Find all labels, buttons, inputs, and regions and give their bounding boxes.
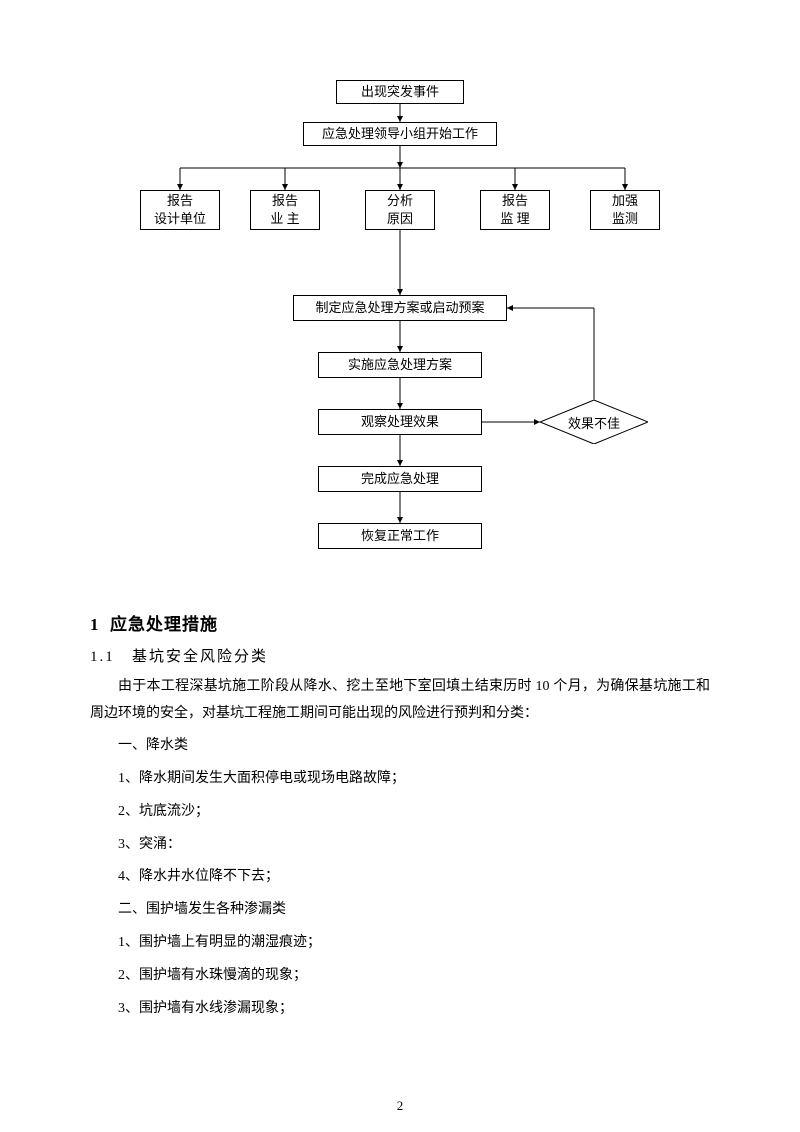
node-observe: 观察处理效果 — [318, 409, 482, 435]
node-report-owner: 报告业 主 — [250, 190, 320, 230]
node-resume: 恢复正常工作 — [318, 523, 482, 549]
intro-paragraph: 由于本工程深基坑施工阶段从降水、挖土至地下室回填土结束历时 10 个月，为确保基… — [90, 674, 710, 727]
node-report-design: 报告设计单位 — [140, 190, 220, 230]
node-analyze: 分析原因 — [365, 190, 435, 230]
node-implement: 实施应急处理方案 — [318, 352, 482, 378]
node-monitor: 加强监测 — [590, 190, 660, 230]
page-number: 2 — [0, 1098, 800, 1114]
item-j2: 2、围护墙有水珠慢滴的现象； — [90, 961, 710, 992]
category-1: 一、降水类 — [90, 731, 710, 762]
node-decision: 效果不佳 — [540, 400, 648, 444]
subsection-heading: 1.1 基坑安全风险分类 — [90, 645, 710, 666]
node-event: 出现突发事件 — [336, 80, 464, 104]
section-heading: 1 应急处理措施 — [90, 610, 710, 635]
item-4: 4、降水井水位降不下去； — [90, 862, 710, 893]
node-report-supervisor: 报告监 理 — [480, 190, 550, 230]
category-2: 二、围护墙发生各种渗漏类 — [90, 895, 710, 926]
node-complete: 完成应急处理 — [318, 466, 482, 492]
item-1: 1、降水期间发生大面积停电或现场电路故障； — [90, 764, 710, 795]
item-j3: 3、围护墙有水线渗漏现象； — [90, 994, 710, 1025]
item-j1: 1、围护墙上有明显的潮湿痕迹； — [90, 928, 710, 959]
item-2: 2、坑底流沙； — [90, 797, 710, 828]
node-team-start: 应急处理领导小组开始工作 — [303, 122, 497, 146]
node-plan: 制定应急处理方案或启动预案 — [293, 295, 507, 321]
flowchart: 出现突发事件 应急处理领导小组开始工作 报告设计单位 报告业 主 分析原因 报告… — [120, 80, 680, 570]
flow-lines — [120, 80, 680, 570]
item-3: 3、突涌： — [90, 830, 710, 861]
